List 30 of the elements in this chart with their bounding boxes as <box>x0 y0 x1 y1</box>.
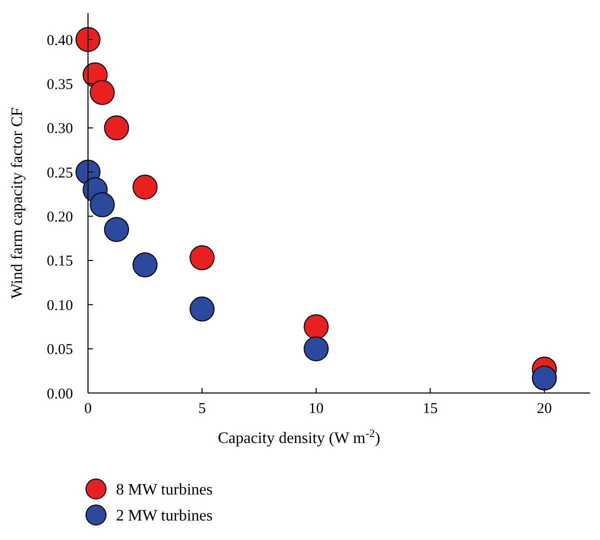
point <box>304 336 329 362</box>
legend-label: 2 MW turbines <box>116 508 213 525</box>
x-tick-label: 0 <box>84 401 92 417</box>
point <box>90 80 115 106</box>
x-tick-label: 15 <box>422 401 438 417</box>
y-tick-label: 0.25 <box>46 165 73 182</box>
y-tick-label: 0.10 <box>46 298 73 314</box>
point <box>304 314 329 340</box>
x-tick-label: 5 <box>198 401 206 417</box>
y-tick-label: 0.20 <box>46 210 73 226</box>
point <box>532 365 557 390</box>
point <box>104 115 130 140</box>
y-tick-label: 0.00 <box>46 386 73 402</box>
x-tick-label: 20 <box>536 401 552 417</box>
y-tick-label: 0.35 <box>46 76 73 93</box>
point <box>190 296 215 322</box>
y-tick-label: 0.40 <box>46 32 73 49</box>
legend-label: 8 MW turbines <box>116 482 213 499</box>
point <box>90 192 115 218</box>
y-tick-label: 0.15 <box>46 254 73 270</box>
point <box>132 174 158 200</box>
x-axis-title: Capacity density (W m$^{-2}$) <box>218 428 380 447</box>
y-tick-label: 0.05 <box>46 342 73 358</box>
x-tick-label: 10 <box>308 401 324 417</box>
point <box>76 27 100 52</box>
y-axis-title: Wind farm capacity factor CF <box>9 107 26 299</box>
point <box>104 217 130 242</box>
point <box>132 252 158 278</box>
y-tick-label: 0.30 <box>46 121 73 138</box>
point <box>190 245 215 270</box>
